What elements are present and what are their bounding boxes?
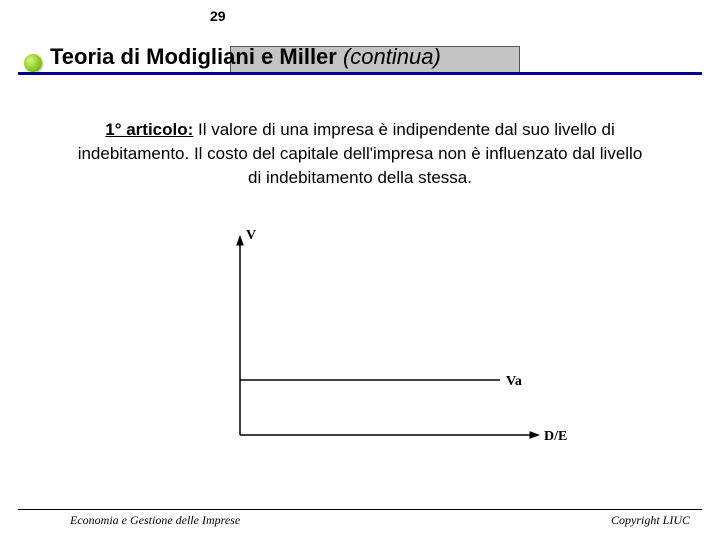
title-continuation: (continua) <box>337 44 441 69</box>
slide-title: Teoria di Modigliani e Miller (continua) <box>50 44 441 70</box>
slide-number: 29 <box>210 8 226 24</box>
title-main: Teoria di Modigliani e Miller <box>50 44 337 69</box>
body-lead: 1° articolo: <box>105 120 193 139</box>
body-paragraph: 1° articolo: Il valore di una impresa è … <box>70 118 650 189</box>
title-underline <box>18 72 702 75</box>
value-chart: V D/E Va <box>200 225 570 475</box>
title-bullet-icon <box>24 54 42 72</box>
svg-text:Va: Va <box>506 374 522 389</box>
footer-divider <box>18 509 702 510</box>
footer-right: Copyright LIUC <box>611 513 690 528</box>
footer-left: Economia e Gestione delle Imprese <box>70 513 240 528</box>
svg-text:D/E: D/E <box>544 429 567 444</box>
svg-text:V: V <box>246 228 256 243</box>
